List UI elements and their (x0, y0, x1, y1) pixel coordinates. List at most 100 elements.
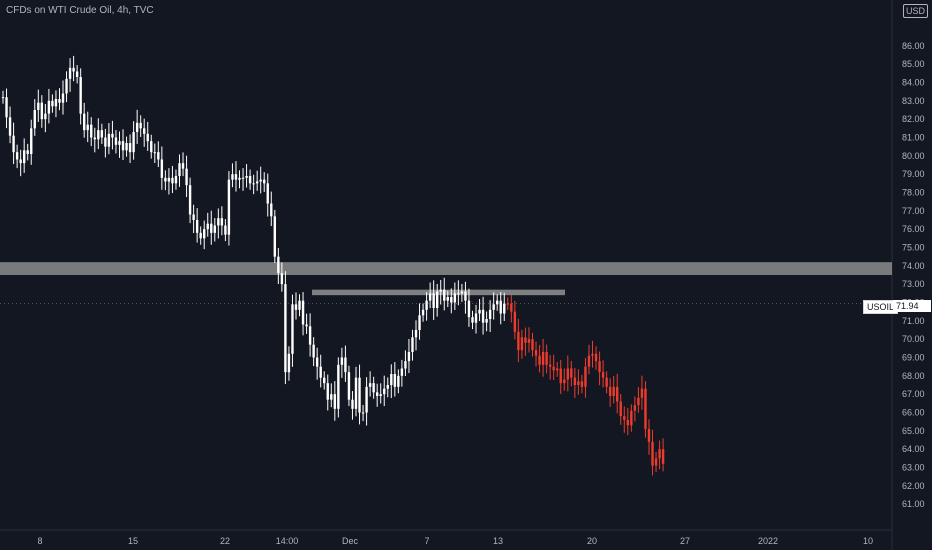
candle-body (411, 337, 414, 352)
candle-body (460, 291, 464, 294)
candle-body (139, 122, 142, 129)
candle-body (104, 137, 107, 147)
candle-body (284, 284, 287, 373)
candle-body (37, 102, 40, 110)
candle-body (185, 168, 188, 186)
candle-body (287, 353, 291, 373)
y-tick-label: 67.00 (902, 389, 925, 399)
candle-body (361, 412, 365, 414)
candle-body (414, 330, 418, 338)
candle-body (453, 293, 457, 303)
candle-body (195, 220, 199, 233)
candle-body (135, 122, 139, 132)
candle-body (337, 364, 340, 409)
candle-body (178, 163, 181, 176)
candle-body (623, 416, 626, 420)
currency-badge[interactable]: USD (902, 4, 928, 18)
candle-body (467, 300, 471, 318)
candle-body (259, 179, 262, 182)
candle-body (143, 128, 146, 134)
x-tick-label: 22 (220, 536, 230, 546)
candle-body (573, 377, 577, 385)
x-tick-label: 13 (493, 536, 503, 546)
candle-body (132, 132, 135, 153)
y-tick-label: 81.00 (902, 133, 925, 143)
candle-body (510, 303, 513, 312)
candle-body (651, 441, 654, 466)
candle-body (404, 361, 407, 369)
candle-body (605, 377, 608, 387)
candle-body (22, 150, 26, 164)
candle-body (241, 177, 245, 179)
candle-body (234, 174, 238, 180)
candle-body (118, 141, 121, 145)
candle-body (111, 133, 114, 138)
candle-body (545, 352, 548, 365)
candle-body (654, 458, 658, 466)
y-tick-label: 83.00 (902, 96, 925, 106)
candle-body (626, 419, 630, 426)
candle-body (580, 381, 584, 387)
candle-body (298, 300, 301, 310)
candle-body (368, 383, 372, 387)
candle-body (439, 289, 442, 292)
y-tick-label: 64.00 (902, 444, 925, 454)
candle-body (584, 366, 587, 387)
candle-body (93, 137, 96, 140)
candle-body (308, 326, 312, 345)
candle-body (217, 218, 220, 226)
candle-body (644, 388, 647, 429)
candle-body (577, 381, 580, 385)
candle-body (305, 324, 308, 327)
candle-body (238, 177, 241, 180)
candle-body (566, 368, 569, 380)
candle-body (601, 372, 605, 378)
current-price-tag: 71.94 (893, 300, 931, 312)
candle-body (471, 317, 474, 323)
y-tick-label: 77.00 (902, 206, 925, 216)
candle-body (464, 291, 467, 301)
x-tick-label: 2022 (758, 536, 778, 546)
y-tick-label: 73.00 (902, 279, 925, 289)
candle-body (72, 67, 75, 72)
candle-body (517, 331, 520, 351)
x-tick-label: 15 (128, 536, 138, 546)
candle-body (227, 179, 231, 235)
candle-body (534, 350, 538, 356)
y-tick-label: 82.00 (902, 114, 925, 124)
y-tick-label: 68.00 (902, 371, 925, 381)
candle-body (61, 93, 65, 103)
candle-body (107, 133, 111, 147)
x-tick-label: 27 (680, 536, 690, 546)
candle-body (559, 368, 562, 384)
candle-body (157, 152, 160, 160)
y-tick-label: 65.00 (902, 426, 925, 436)
candle-body (435, 291, 439, 308)
candle-body (450, 297, 453, 303)
candle-body (379, 394, 382, 396)
y-tick-label: 63.00 (902, 463, 925, 473)
candle-body (640, 388, 644, 398)
candle-body (358, 377, 361, 413)
candle-body (647, 429, 651, 442)
candle-body (40, 102, 44, 120)
y-tick-label: 85.00 (902, 59, 925, 69)
candle-body (153, 152, 156, 154)
candle-body (425, 300, 428, 310)
y-tick-label: 84.00 (902, 78, 925, 88)
candle-body (280, 273, 284, 285)
candle-body (538, 355, 541, 365)
candle-body (393, 374, 397, 387)
x-tick-label: 8 (37, 536, 42, 546)
candle-body (160, 159, 164, 178)
candle-body (206, 223, 209, 230)
candle-body (12, 135, 15, 153)
candle-body (266, 183, 269, 204)
candle-body (203, 229, 206, 239)
candle-body (273, 216, 277, 257)
candle-body (633, 405, 637, 411)
candle-body (443, 289, 446, 301)
candle-body (174, 176, 178, 184)
candle-body (594, 353, 598, 362)
